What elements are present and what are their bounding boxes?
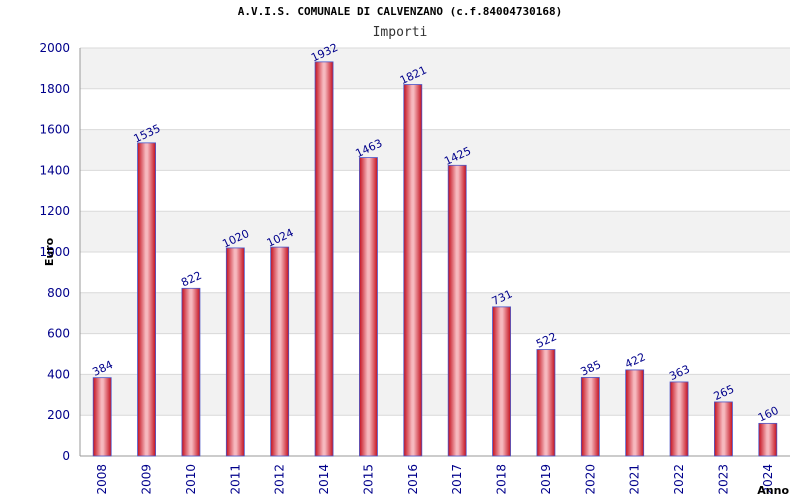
y-tick-label: 2000 <box>39 41 70 55</box>
y-tick-label: 0 <box>62 449 70 463</box>
x-tick-label: 2009 <box>140 464 154 495</box>
x-axis-title: Anno <box>757 484 789 497</box>
bar <box>137 142 156 457</box>
y-tick-label: 1800 <box>39 82 70 96</box>
x-tick-label: 2024 <box>761 464 775 495</box>
y-tick-label: 1200 <box>39 204 70 218</box>
x-tick-label: 2019 <box>539 464 553 495</box>
x-tick-label: 2008 <box>95 464 109 495</box>
bar <box>625 369 645 457</box>
y-tick-label: 800 <box>47 286 70 300</box>
bars <box>92 61 778 457</box>
plot-background <box>80 48 790 416</box>
bar <box>270 246 290 457</box>
data-label: 422 <box>623 350 648 371</box>
y-tick-label: 1000 <box>39 245 70 259</box>
x-tick-label: 2017 <box>450 464 464 495</box>
bar <box>580 377 600 457</box>
bar <box>669 381 689 457</box>
x-tick-label: 2012 <box>273 464 287 495</box>
y-tick-label: 600 <box>47 327 70 341</box>
y-tick-label: 1400 <box>39 163 70 177</box>
x-tick-label: 2018 <box>495 464 509 495</box>
bar <box>225 247 245 457</box>
chart-subtitle: Importi <box>372 25 428 40</box>
bar <box>181 287 201 457</box>
x-tick-label: 2021 <box>628 464 642 495</box>
x-tick-label: 2016 <box>406 464 420 495</box>
bar <box>359 157 378 457</box>
bar <box>714 401 733 457</box>
x-tick-label: 2020 <box>583 464 597 495</box>
data-label: 822 <box>179 269 204 290</box>
x-axis-ticks: 2008 2009 2010 2011 2012 2014 2015 2016 2017 2018… <box>95 464 775 495</box>
plot-band <box>80 211 790 252</box>
bar <box>536 349 556 457</box>
chart-title: A.V.I.S. COMUNALE DI CALVENZANO (c.f.840… <box>237 5 563 18</box>
bar <box>492 306 511 457</box>
bar <box>447 164 467 457</box>
plot-band <box>80 48 790 89</box>
y-tick-label: 200 <box>47 408 70 422</box>
plot-band <box>80 129 790 171</box>
y-axis-title: Euro <box>43 237 56 266</box>
x-tick-label: 2015 <box>361 464 375 495</box>
bar <box>314 61 334 457</box>
bar <box>92 377 112 457</box>
x-tick-label: 2022 <box>672 464 686 495</box>
x-tick-label: 2023 <box>716 464 730 495</box>
bar <box>403 84 423 457</box>
bar <box>758 422 778 457</box>
y-axis-ticks: 0 200 400 600 800 1000 1200 1400 1600 1800 2000 <box>39 41 70 463</box>
x-tick-label: 2014 <box>317 464 331 495</box>
y-tick-label: 1600 <box>39 123 70 137</box>
x-tick-label: 2010 <box>184 464 198 495</box>
x-tick-label: 2011 <box>228 464 242 495</box>
y-tick-label: 400 <box>47 367 70 381</box>
